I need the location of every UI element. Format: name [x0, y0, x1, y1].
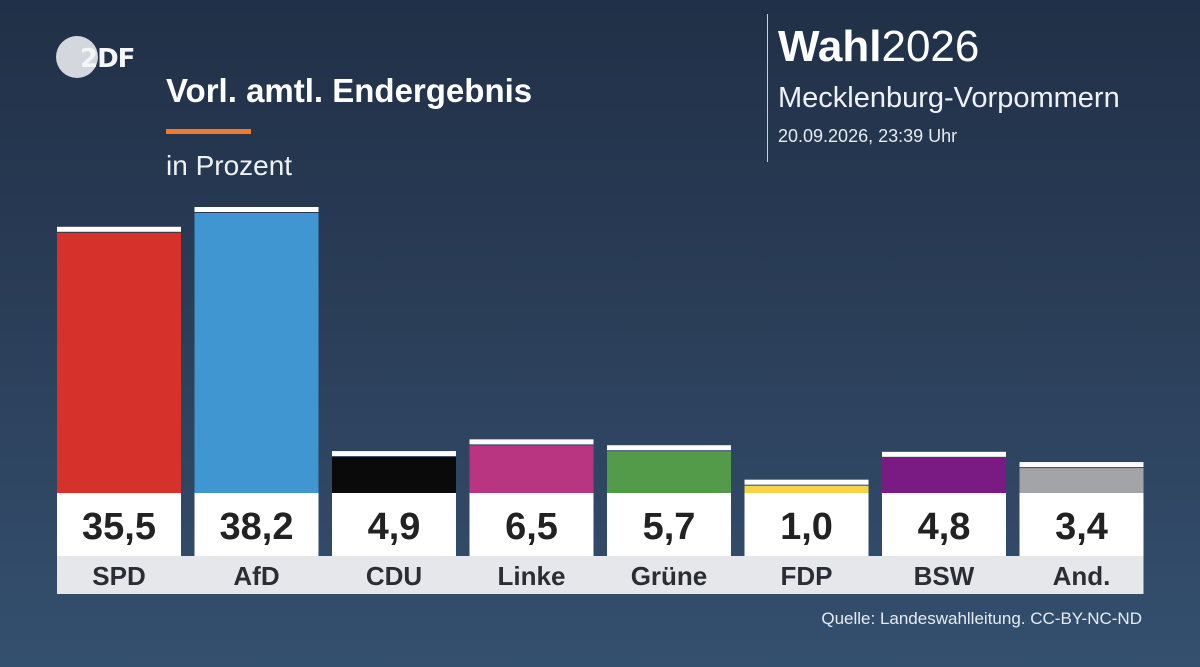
- category-label: FDP: [781, 561, 833, 591]
- value-box: [332, 493, 456, 556]
- zdf-logo-circle: [56, 36, 98, 78]
- value-label: 6,5: [505, 506, 558, 548]
- result-timestamp: 20.09.2026, 23:39 Uhr: [778, 126, 958, 146]
- brand-year: 2026: [881, 22, 980, 71]
- category-label: SPD: [92, 561, 145, 591]
- bar-top-marker: [332, 451, 456, 457]
- bar-top-marker: [57, 226, 181, 232]
- bar-cdu: [332, 457, 456, 493]
- value-label: 38,2: [220, 506, 294, 548]
- bar-bsw: [882, 457, 1006, 493]
- value-label: 35,5: [82, 506, 156, 548]
- value-label: 5,7: [643, 506, 696, 548]
- bar-top-marker: [469, 439, 594, 445]
- value-box: [1019, 493, 1144, 556]
- category-label: CDU: [366, 561, 422, 591]
- header-divider: [767, 14, 768, 162]
- value-label: 3,4: [1055, 506, 1108, 548]
- category-label: Grüne: [631, 561, 708, 591]
- bar-top-marker: [744, 479, 869, 485]
- region-name: Mecklenburg-Vorpommern: [778, 82, 1120, 114]
- category-label: And.: [1053, 561, 1111, 591]
- category-label: AfD: [233, 561, 279, 591]
- value-box: [469, 493, 594, 556]
- bar-fdp: [744, 485, 869, 493]
- bar-and: [1019, 468, 1144, 493]
- brand-word: Wahl: [778, 22, 882, 71]
- bar-top-marker: [1019, 462, 1144, 468]
- category-label: BSW: [914, 561, 975, 591]
- value-box: [57, 493, 181, 556]
- source-note: Quelle: Landeswahlleitung. CC-BY-NC-ND: [821, 609, 1142, 628]
- chart-subtitle: in Prozent: [166, 150, 293, 181]
- zdf-logo: 2DF: [56, 34, 136, 78]
- title-accent-line: [166, 129, 251, 134]
- bar-spd: [57, 232, 181, 493]
- bar-linke: [469, 445, 594, 493]
- value-box: [194, 493, 319, 556]
- zdf-logo-text: 2DF: [80, 44, 135, 74]
- category-strip: [57, 556, 1144, 594]
- value-box: [744, 493, 869, 556]
- value-label: 4,9: [368, 506, 421, 548]
- election-brand: Wahl2026: [778, 22, 979, 72]
- bar-top-marker: [607, 445, 731, 451]
- category-label: Linke: [498, 561, 566, 591]
- value-label: 4,8: [918, 506, 971, 548]
- bar-top-marker: [882, 451, 1006, 457]
- bar-grne: [607, 451, 731, 493]
- chart-title: Vorl. amtl. Endergebnis: [166, 72, 533, 109]
- value-box: [607, 493, 731, 556]
- value-label: 1,0: [780, 506, 833, 548]
- value-box: [882, 493, 1006, 556]
- bar-top-marker: [194, 207, 319, 212]
- bar-afd: [194, 213, 319, 493]
